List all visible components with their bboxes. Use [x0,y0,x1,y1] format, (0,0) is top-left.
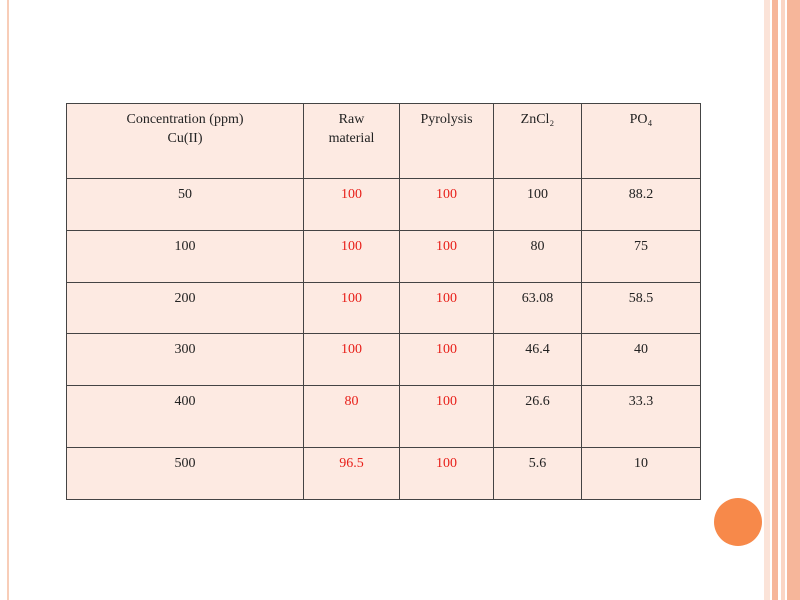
data-cell: 100 [303,282,400,334]
decor-stripe [781,0,785,600]
data-cell: 40 [581,333,701,386]
data-cell: 100 [399,282,494,334]
decor-stripe [787,0,800,600]
data-row: 300 100 100 46.4 40 [66,333,701,386]
data-cell: 100 [303,230,400,283]
data-row: 400 80 100 26.6 33.3 [66,385,701,448]
data-cell: 100 [399,178,494,231]
data-cell: 300 [66,333,304,386]
data-cell: 75 [581,230,701,283]
data-cell: 63.08 [493,282,582,334]
data-cell: 100 [66,230,304,283]
data-cell: 58.5 [581,282,701,334]
data-cell: 26.6 [493,385,582,448]
data-row: 50 100 100 100 88.2 [66,178,701,231]
header-text: Cu(II) [167,131,203,146]
data-row: 100 100 100 80 75 [66,230,701,283]
header-text: Raw [338,112,365,127]
data-cell: 80 [303,385,400,448]
decor-stripe [772,0,778,600]
data-cell: 96.5 [303,447,400,500]
data-cell: 80 [493,230,582,283]
data-cell: 100 [303,178,400,231]
data-cell: 5.6 [493,447,582,500]
header-cell: PO₄ [581,103,701,179]
decor-circle [714,498,762,546]
header-text: material [328,131,375,146]
data-cell: 200 [66,282,304,334]
data-cell: 100 [399,447,494,500]
data-cell: 500 [66,447,304,500]
data-cell: 400 [66,385,304,448]
data-cell: 100 [303,333,400,386]
header-text: ZnCl₂ [520,112,555,127]
header-text: Pyrolysis [420,112,473,127]
data-cell: 10 [581,447,701,500]
header-cell: Raw material [303,103,400,179]
header-row: Concentration (ppm) Cu(II) Raw material Pyro… [66,103,701,179]
data-row: 500 96.5 100 5.6 10 [66,447,701,500]
decor-stripe [764,0,770,600]
data-cell: 100 [399,385,494,448]
data-cell: 50 [66,178,304,231]
header-text: Concentration (ppm) [126,112,244,127]
header-cell: Concentration (ppm) Cu(II) [66,103,304,179]
data-cell: 100 [399,333,494,386]
data-cell: 46.4 [493,333,582,386]
header-text: PO₄ [629,112,653,127]
data-cell: 88.2 [581,178,701,231]
header-cell: ZnCl₂ [493,103,582,179]
header-cell: Pyrolysis [399,103,494,179]
slide-edge [7,0,9,600]
data-table: Concentration (ppm) Cu(II) Raw material Pyro… [66,103,701,500]
data-cell: 33.3 [581,385,701,448]
data-cell: 100 [399,230,494,283]
data-row: 200 100 100 63.08 58.5 [66,282,701,334]
data-cell: 100 [493,178,582,231]
